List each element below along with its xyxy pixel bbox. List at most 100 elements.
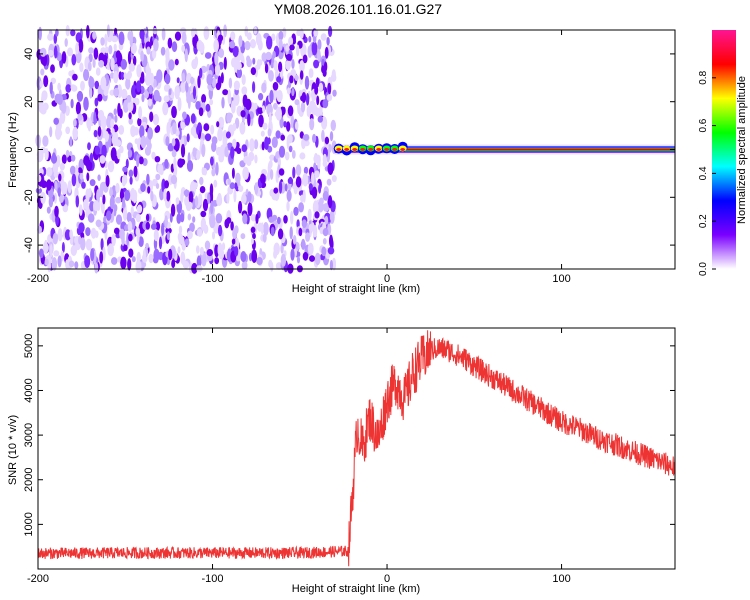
signal-burst-core [360,148,366,151]
noise-cell [300,101,306,113]
noise-cell [262,233,267,243]
noise-cell [170,163,175,173]
noise-cell [217,34,224,42]
noise-cell [312,133,317,143]
noise-cell [321,246,327,257]
noise-cell [280,134,286,141]
x-tick-label: -100 [202,573,224,585]
noise-cell [322,203,330,212]
noise-cell [185,80,189,93]
noise-cell [38,26,42,41]
noise-cell [167,37,173,49]
noise-cell [38,148,44,162]
noise-cell [312,200,319,215]
noise-cell [324,136,330,145]
noise-cell [271,193,278,201]
noise-cell [298,202,304,213]
noise-cell [252,233,256,240]
noise-cell [204,240,211,250]
noise-cell [88,187,92,198]
noise-cell [57,187,61,197]
noise-cell [54,205,59,218]
noise-cell [280,243,284,254]
noise-cell [233,80,240,91]
y-tick-label: 1000 [23,512,35,536]
noise-cell [71,154,76,162]
noise-cell [196,255,202,268]
noise-cell [100,238,104,251]
noise-cell [283,215,288,224]
noise-cell [140,183,146,193]
noise-cell [49,243,53,258]
noise-cell [307,242,314,256]
noise-cell [273,102,278,110]
noise-cell [94,97,99,107]
x-tick-label: -200 [27,273,49,285]
noise-cell [106,210,112,221]
noise-cell [250,214,257,222]
noise-cell [147,98,152,107]
noise-cell [327,246,335,255]
noise-cell [114,114,118,123]
noise-cell [107,160,115,173]
noise-cell [324,215,329,225]
noise-cell [79,172,84,180]
noise-cell [93,129,98,138]
noise-cell [266,35,273,50]
noise-cell [241,86,248,95]
noise-cell [201,94,207,104]
noise-cell [111,233,116,247]
noise-cell [133,126,139,136]
noise-cell [223,56,227,70]
noise-cell [190,113,196,124]
noise-cell [39,80,43,89]
spectrogram-ylabel: Frequency (Hz) [7,112,19,188]
noise-cell [65,149,70,158]
figure-title: YM08.2026.101.16.01.G27 [274,1,442,17]
noise-cell [278,168,285,176]
noise-cell [302,251,309,261]
noise-cell [316,95,320,106]
noise-cell [232,138,237,149]
noise-cell [164,215,168,228]
noise-cell [40,192,46,204]
colorbar-tick-label: 0.2 [698,214,709,228]
noise-cell [180,213,185,223]
noise-cell [289,75,294,84]
noise-cell [269,169,274,180]
noise-cell [266,103,273,116]
noise-cell [287,134,293,144]
noise-cell [132,191,137,204]
noise-cell [88,47,94,54]
noise-cell [139,125,145,139]
noise-cell [276,89,283,103]
noise-cell [284,151,290,161]
noise-cell [294,99,300,106]
snr-series-line [37,330,676,567]
noise-cell [210,200,214,214]
noise-cell [65,84,72,93]
noise-cell [252,81,256,93]
noise-cell [231,57,237,68]
noise-cell [46,179,52,191]
noise-cell [305,93,310,106]
noise-cell [207,192,211,205]
noise-cell [196,39,203,52]
noise-cell [199,186,206,194]
noise-cell [216,121,220,128]
noise-cell [138,236,144,248]
noise-cell [190,82,194,93]
noise-cell [230,146,235,159]
noise-cell [74,261,79,269]
noise-cell [257,107,264,115]
noise-cell [127,221,133,232]
snr-panel: -200 -100 0 100 1000 2000 3000 4000 5000 Height … [7,327,676,595]
noise-cell [42,135,49,147]
noise-cell [253,139,259,150]
spectrogram-xlabel: Height of straight line (km) [292,283,420,295]
noise-cell [78,38,84,53]
noise-cell [287,105,294,117]
noise-cell [51,257,58,271]
noise-cell [194,195,199,207]
noise-cell [242,166,249,180]
